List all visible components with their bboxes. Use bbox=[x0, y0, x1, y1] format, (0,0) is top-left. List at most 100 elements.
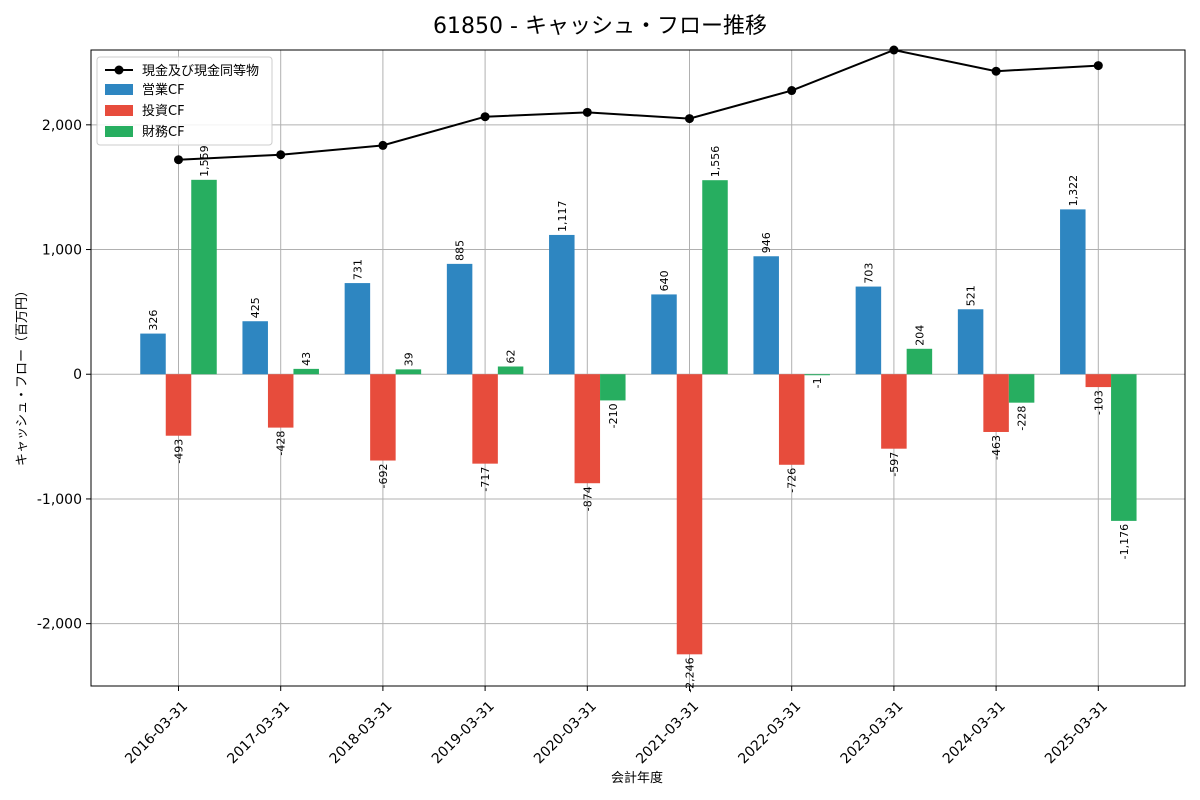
bar-value-label: 703 bbox=[862, 263, 875, 284]
bar-value-label: -493 bbox=[173, 439, 186, 464]
x-tick-label: 2016-03-31 bbox=[122, 698, 191, 767]
bar bbox=[600, 374, 626, 401]
bar bbox=[1060, 209, 1086, 375]
cash-line-point bbox=[1093, 61, 1103, 71]
bar-value-label: 1,556 bbox=[709, 146, 722, 178]
cash-line-path bbox=[178, 48, 1099, 161]
bar-value-label: -1,176 bbox=[1118, 524, 1131, 559]
legend-swatch bbox=[105, 126, 133, 137]
bar-value-label: 640 bbox=[658, 270, 671, 291]
cash-line-point bbox=[276, 150, 286, 160]
bar bbox=[446, 263, 473, 375]
bar-value-label: -210 bbox=[607, 403, 620, 428]
bar bbox=[957, 309, 984, 375]
bar-value-label: -874 bbox=[581, 486, 594, 511]
bar bbox=[1085, 374, 1112, 388]
bar bbox=[855, 286, 882, 375]
bar-value-label: -717 bbox=[479, 467, 492, 492]
legend-label: 財務CF bbox=[142, 125, 185, 140]
legend-swatch bbox=[105, 84, 133, 95]
legend-label: 営業CF bbox=[142, 82, 185, 98]
y-tick-label: -2,000 bbox=[37, 617, 82, 633]
bar-value-label: -2,246 bbox=[684, 657, 697, 692]
bar bbox=[472, 374, 498, 464]
bar-value-label: 62 bbox=[505, 350, 518, 364]
y-tick-label: -1,000 bbox=[37, 492, 82, 508]
bar bbox=[370, 374, 396, 461]
cash-line-point bbox=[991, 66, 1001, 76]
cash-line-point bbox=[685, 114, 694, 124]
bar bbox=[267, 374, 294, 428]
y-axis-label: キャッシュ・フロー（百万円） bbox=[15, 284, 30, 466]
bar bbox=[191, 179, 217, 375]
bar-value-label: -597 bbox=[888, 452, 901, 477]
bar bbox=[1008, 374, 1035, 403]
bar-value-label: -103 bbox=[1092, 390, 1105, 415]
bar-value-label: 326 bbox=[147, 310, 160, 331]
bar-value-label: -228 bbox=[1016, 406, 1029, 431]
cash-line bbox=[174, 45, 1103, 165]
bar bbox=[574, 374, 601, 484]
bar-value-label: 43 bbox=[300, 352, 313, 366]
bar bbox=[881, 374, 907, 449]
bars bbox=[140, 179, 1137, 655]
bar bbox=[702, 180, 728, 375]
x-tick-label: 2019-03-31 bbox=[429, 698, 498, 767]
bar-value-label: 39 bbox=[402, 352, 415, 366]
bar-value-label: 521 bbox=[965, 285, 978, 306]
legend-label: 現金及び現金同等物 bbox=[142, 63, 259, 79]
bar bbox=[804, 374, 830, 376]
cash-line-point bbox=[174, 155, 183, 165]
chart-title: 61850 - キャッシュ・フロー推移 bbox=[433, 14, 767, 39]
bar bbox=[676, 374, 703, 655]
data-labels: 326 425 731 885 1,117 640 946 703 521 1,322 -493 -4… bbox=[147, 145, 1131, 692]
bar bbox=[1111, 374, 1137, 521]
bar-value-label: -726 bbox=[786, 468, 799, 493]
legend-line-marker bbox=[114, 65, 124, 75]
x-tick-label: 2021-03-31 bbox=[633, 698, 702, 767]
bar bbox=[753, 256, 779, 375]
bar-value-label: 425 bbox=[249, 297, 262, 318]
bar bbox=[395, 369, 422, 375]
bar bbox=[778, 374, 805, 465]
bar bbox=[983, 374, 1009, 432]
bar bbox=[549, 234, 575, 375]
x-tick-label: 2017-03-31 bbox=[224, 698, 293, 767]
cash-line-point bbox=[582, 107, 592, 117]
bar-value-label: 1,322 bbox=[1067, 175, 1080, 207]
bar-value-label: -428 bbox=[275, 431, 288, 456]
bar bbox=[906, 348, 933, 375]
x-tick-label: 2023-03-31 bbox=[838, 698, 907, 767]
bar bbox=[293, 368, 319, 375]
bar-value-label: -692 bbox=[377, 464, 390, 489]
bar-value-label: 885 bbox=[454, 240, 467, 261]
bar bbox=[165, 374, 192, 436]
bar-value-label: 946 bbox=[760, 232, 773, 253]
bar bbox=[344, 283, 371, 375]
bar bbox=[140, 333, 166, 375]
bar-value-label: -1 bbox=[811, 377, 824, 388]
plot-frame bbox=[90, 49, 1186, 687]
bar-value-label: 731 bbox=[351, 259, 364, 280]
y-tick-label: 0 bbox=[73, 367, 82, 383]
y-tick-label: 2,000 bbox=[42, 118, 82, 134]
bar bbox=[242, 321, 268, 375]
x-axis-label: 会計年度 bbox=[611, 770, 663, 786]
legend-box bbox=[96, 56, 273, 146]
legend-label: 投資CF bbox=[142, 103, 185, 119]
legend-swatch bbox=[105, 105, 133, 116]
cash-line-point bbox=[480, 112, 490, 122]
bar-value-label: 204 bbox=[913, 325, 926, 346]
bar-value-label: 1,117 bbox=[556, 200, 569, 232]
x-tick-label: 2020-03-31 bbox=[531, 698, 600, 767]
bar-value-label: 1,559 bbox=[198, 145, 211, 177]
x-tick-label: 2025-03-31 bbox=[1042, 698, 1111, 767]
cash-line-point bbox=[378, 140, 388, 150]
bar-value-label: -463 bbox=[990, 435, 1003, 460]
bar bbox=[651, 294, 677, 375]
y-tick-label: 1,000 bbox=[42, 243, 82, 259]
x-tick-label: 2018-03-31 bbox=[327, 698, 396, 767]
